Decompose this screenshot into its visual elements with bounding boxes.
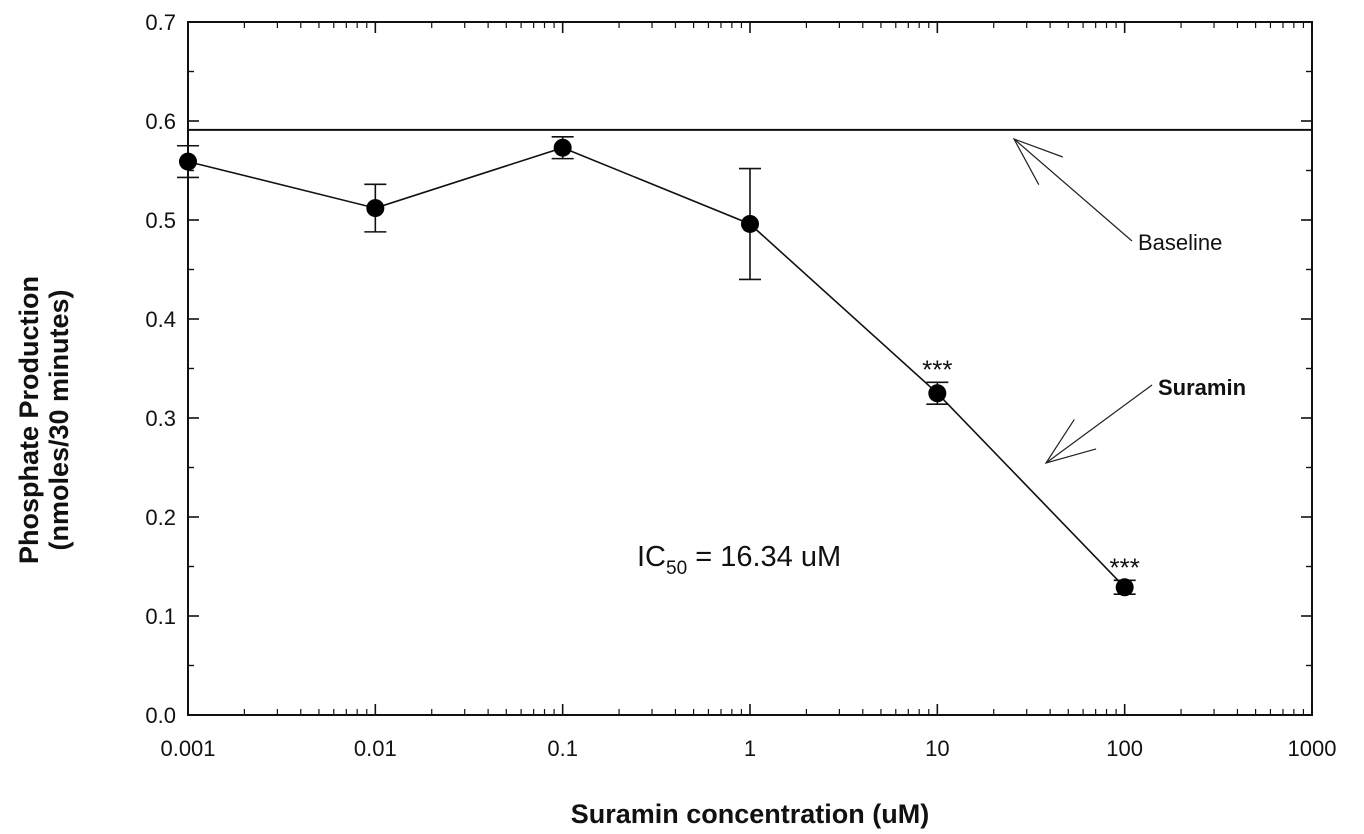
annotation-arrows (1012, 137, 1153, 465)
ic50-value: = 16.34 uM (687, 541, 841, 573)
significance-marker: *** (1109, 552, 1139, 582)
suramin-arrow-head (1044, 419, 1097, 465)
y-tick-label: 0.3 (145, 406, 176, 431)
y-axis-title: Phosphate Production (nmoles/30 minutes) (14, 276, 74, 564)
x-tick-label: 100 (1106, 736, 1143, 761)
series-line (187, 146, 1126, 588)
y-tick-label: 0.7 (145, 10, 176, 35)
suramin-label: Suramin (1158, 375, 1246, 400)
baseline-arrow-shaft (1013, 138, 1133, 242)
significance-marker: *** (922, 354, 952, 384)
data-point (366, 199, 385, 218)
ic50-subscript: 50 (666, 558, 687, 579)
data-point (1115, 578, 1134, 597)
data-point (553, 138, 572, 157)
data-point (179, 152, 197, 171)
y-tick-label: 0.4 (145, 307, 176, 332)
plot-frame (187, 21, 1313, 716)
y-tick-label: 0.1 (145, 604, 176, 629)
x-axis-ticks: 0.001 0.01 0.1 1 10 100 1000 (160, 22, 1336, 761)
suramin-arrow-shaft (1045, 384, 1153, 464)
y-axis-title-line1: Phosphate Production (14, 276, 44, 564)
y-tick-label: 0.6 (145, 109, 176, 134)
y-tick-label: 0.2 (145, 505, 176, 530)
y-axis-title-line2: (nmoles/30 minutes) (44, 289, 74, 550)
x-tick-label: 1000 (1288, 736, 1337, 761)
x-tick-label: 10 (925, 736, 949, 761)
x-tick-label: 1 (744, 736, 756, 761)
y-tick-label: 0.5 (145, 208, 176, 233)
x-tick-label: 0.01 (354, 736, 397, 761)
baseline-arrow-head (1012, 137, 1064, 185)
y-tick-label: 0.0 (145, 703, 176, 728)
x-axis-title: Suramin concentration (uM) (571, 799, 930, 829)
data-point (928, 384, 947, 403)
x-tick-label: 0.1 (547, 736, 578, 761)
x-tick-label: 0.001 (160, 736, 215, 761)
ic50-label: IC50 = 16.34 uM (637, 541, 841, 579)
data-point (741, 214, 759, 233)
ic50-prefix: IC (637, 541, 666, 573)
series-suramin: *** *** (177, 136, 1140, 597)
y-axis-ticks: 0.0 0.1 0.2 0.3 0.4 0.5 0.6 0.7 (145, 10, 1312, 728)
baseline-label: Baseline (1138, 230, 1222, 255)
